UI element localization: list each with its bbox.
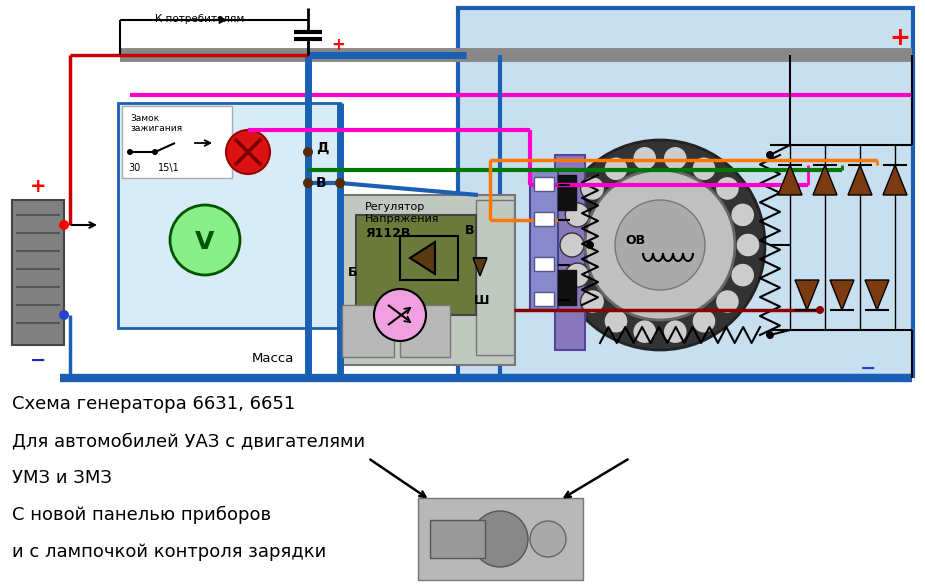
Polygon shape — [883, 165, 907, 195]
Text: и с лампочкой контроля зарядки: и с лампочкой контроля зарядки — [12, 543, 327, 561]
Bar — [400, 236, 458, 280]
Bar — [534, 257, 554, 271]
Polygon shape — [830, 280, 854, 310]
Text: 30: 30 — [128, 163, 141, 173]
Circle shape — [555, 140, 765, 350]
Polygon shape — [410, 242, 435, 274]
Text: Б: Б — [348, 265, 357, 278]
Circle shape — [170, 205, 240, 275]
Circle shape — [303, 178, 313, 188]
Polygon shape — [848, 165, 872, 195]
Bar — [340, 195, 515, 365]
Circle shape — [127, 149, 133, 155]
Text: Для автомобилей УАЗ с двигателями: Для автомобилей УАЗ с двигателями — [12, 432, 365, 450]
Circle shape — [766, 331, 774, 339]
Text: Д: Д — [316, 141, 328, 155]
Bar — [476, 200, 514, 355]
Bar — [458, 8, 913, 376]
Circle shape — [565, 203, 589, 227]
Bar — [534, 177, 554, 191]
Circle shape — [766, 151, 774, 159]
Circle shape — [303, 147, 313, 157]
Text: Я112В: Я112В — [365, 227, 411, 240]
Circle shape — [59, 220, 69, 230]
Circle shape — [565, 263, 589, 287]
Text: Ш: Ш — [475, 294, 489, 306]
Bar — [530, 170, 558, 310]
Circle shape — [736, 233, 760, 257]
Circle shape — [530, 521, 566, 557]
Circle shape — [731, 203, 755, 227]
Text: Схема генератора 6631, 6651: Схема генератора 6631, 6651 — [12, 395, 295, 413]
Bar — [122, 106, 232, 178]
Circle shape — [604, 157, 628, 181]
Text: +: + — [890, 26, 910, 50]
Polygon shape — [795, 280, 819, 310]
Bar — [418, 498, 583, 580]
Circle shape — [663, 320, 687, 343]
Text: Замок: Замок — [130, 114, 159, 123]
Text: зажигания: зажигания — [130, 124, 182, 133]
Bar — [342, 305, 394, 357]
Circle shape — [692, 309, 716, 333]
Bar — [5, 5, 915, 380]
Circle shape — [59, 310, 69, 320]
Circle shape — [663, 146, 687, 171]
Circle shape — [335, 178, 345, 188]
Circle shape — [633, 146, 657, 171]
Circle shape — [585, 170, 735, 320]
Text: +: + — [331, 36, 345, 54]
Circle shape — [472, 511, 528, 567]
Text: −: − — [860, 359, 876, 377]
Text: В: В — [316, 176, 327, 190]
Circle shape — [715, 176, 739, 200]
Polygon shape — [813, 165, 837, 195]
Text: Регулятор: Регулятор — [365, 202, 426, 212]
Bar — [430, 520, 485, 558]
Text: 15\1: 15\1 — [158, 163, 179, 173]
Text: Масса: Масса — [252, 352, 294, 364]
Bar — [118, 103, 340, 328]
Text: ОВ: ОВ — [625, 233, 645, 247]
Circle shape — [586, 241, 594, 249]
Circle shape — [152, 149, 158, 155]
Text: V: V — [195, 230, 215, 254]
Text: В: В — [465, 223, 475, 237]
Bar — [400, 305, 450, 357]
Bar — [534, 212, 554, 226]
Text: −: − — [30, 350, 46, 370]
Circle shape — [581, 176, 605, 200]
Circle shape — [581, 289, 605, 314]
Bar — [555, 155, 585, 350]
Circle shape — [560, 233, 584, 257]
Text: К потребителям: К потребителям — [155, 14, 244, 24]
Circle shape — [633, 320, 657, 343]
Circle shape — [604, 309, 628, 333]
Circle shape — [816, 306, 824, 314]
Circle shape — [374, 289, 426, 341]
Polygon shape — [778, 165, 802, 195]
Circle shape — [226, 130, 270, 174]
Polygon shape — [865, 280, 889, 310]
Text: +: + — [30, 176, 46, 196]
Bar — [356, 215, 476, 315]
Text: С новой панелью приборов: С новой панелью приборов — [12, 506, 271, 524]
Bar — [558, 270, 576, 305]
Circle shape — [715, 289, 739, 314]
Circle shape — [692, 157, 716, 181]
Polygon shape — [473, 258, 487, 276]
Circle shape — [731, 263, 755, 287]
Circle shape — [615, 200, 705, 290]
Text: Напряжения: Напряжения — [365, 214, 439, 224]
Bar — [534, 292, 554, 306]
Text: УМЗ и ЗМЗ: УМЗ и ЗМЗ — [12, 469, 112, 487]
Bar — [12, 200, 64, 345]
Bar — [558, 175, 576, 210]
